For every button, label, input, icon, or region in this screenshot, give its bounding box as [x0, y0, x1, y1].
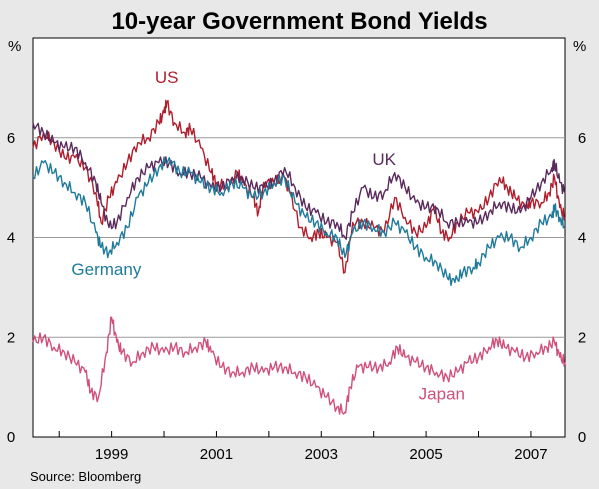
x-tick-label: 2001	[200, 446, 233, 463]
left-unit-label: %	[8, 38, 21, 55]
y-tick-label-right: 4	[578, 230, 586, 247]
series-lines	[32, 99, 566, 415]
y-tick-label-left: 4	[7, 230, 15, 247]
series-line-germany	[32, 156, 566, 287]
y-axis-labels: 0 0 2 2 4 4 6 6	[7, 130, 586, 446]
series-label-uk: UK	[372, 150, 396, 169]
x-axis-ticks	[58, 431, 532, 437]
series-line-japan	[32, 316, 566, 415]
series-label-japan: Japan	[419, 385, 465, 404]
y-tick-label-left: 0	[7, 429, 15, 446]
x-tick-label: 1999	[95, 446, 128, 463]
source-note: Source: Bloomberg	[30, 469, 141, 484]
x-tick-label: 2005	[409, 446, 442, 463]
y-tick-label-right: 0	[578, 429, 586, 446]
gridlines	[33, 137, 565, 338]
series-label-germany: Germany	[71, 260, 141, 279]
series-labels: US UK Germany Japan	[71, 68, 465, 404]
series-line-uk	[32, 122, 566, 240]
y-tick-label-right: 2	[578, 329, 586, 346]
chart-title: 10-year Government Bond Yields	[111, 8, 487, 35]
series-label-us: US	[155, 68, 179, 87]
y-tick-label-left: 6	[7, 130, 15, 147]
x-tick-label: 2007	[514, 446, 547, 463]
y-tick-label-right: 6	[578, 130, 586, 147]
right-unit-label: %	[573, 38, 586, 55]
y-tick-label-left: 2	[7, 329, 15, 346]
x-tick-label: 2003	[305, 446, 338, 463]
series-line-us	[32, 99, 566, 274]
x-axis-labels: 1999 2001 2003 2005 2007	[95, 446, 548, 463]
